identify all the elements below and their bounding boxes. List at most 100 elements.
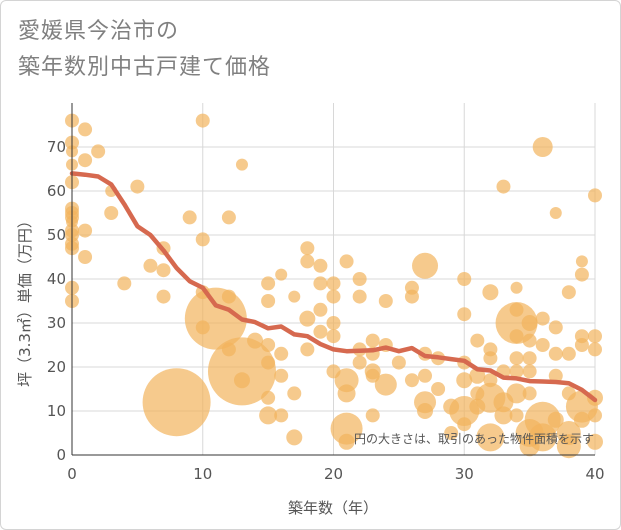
data-point — [535, 338, 550, 352]
data-point — [482, 284, 499, 301]
data-point — [588, 188, 602, 203]
data-point — [261, 390, 276, 405]
data-point — [561, 285, 576, 300]
data-point — [313, 276, 328, 291]
data-point — [510, 281, 523, 294]
data-point — [261, 294, 276, 308]
data-point — [235, 158, 248, 171]
data-point — [575, 255, 588, 268]
data-point — [326, 289, 341, 304]
data-point — [391, 355, 406, 370]
y-axis-label: 坪（3.3㎡）単価（万円） — [16, 213, 34, 387]
data-point — [556, 434, 581, 459]
data-point — [494, 406, 513, 425]
chart-title-line-1: 愛媛県今治市の — [18, 19, 180, 44]
data-point — [588, 342, 602, 357]
y-tick-label: 60 — [47, 182, 66, 200]
data-point — [287, 386, 302, 401]
data-point — [365, 333, 380, 348]
data-point — [233, 372, 250, 389]
data-point — [326, 316, 341, 330]
data-point — [374, 373, 397, 396]
data-point — [142, 368, 211, 437]
trend-line-group — [69, 171, 598, 403]
y-tick-label: 10 — [47, 402, 66, 420]
data-point — [587, 433, 603, 450]
data-point — [495, 302, 538, 344]
data-point — [431, 382, 446, 396]
data-point — [259, 406, 278, 425]
data-point — [156, 263, 171, 278]
data-point — [573, 411, 590, 428]
data-point — [457, 272, 472, 286]
data-point — [365, 408, 380, 423]
data-point — [78, 223, 93, 238]
data-point — [588, 408, 602, 423]
data-point — [195, 232, 210, 247]
y-tick-label: 20 — [47, 358, 66, 376]
data-point — [561, 346, 576, 361]
data-point — [418, 368, 433, 383]
data-point — [522, 364, 537, 379]
data-point — [457, 307, 472, 322]
data-point — [522, 333, 537, 348]
data-point — [509, 364, 524, 379]
data-point — [412, 252, 439, 279]
data-point — [522, 386, 537, 401]
data-point — [221, 210, 236, 225]
y-tick-label: 50 — [47, 226, 66, 244]
data-point — [274, 368, 289, 383]
data-point — [338, 433, 355, 450]
data-point — [313, 324, 328, 339]
data-point — [483, 351, 498, 366]
data-point — [404, 289, 419, 304]
data-point — [313, 302, 328, 317]
data-point — [549, 207, 562, 219]
x-tick-label: 30 — [455, 465, 474, 483]
data-point — [352, 355, 367, 370]
chart-title: 愛媛県今治市の 築年数別中古戸建て価格 — [18, 14, 271, 86]
data-point — [548, 368, 563, 383]
data-point — [288, 290, 301, 303]
data-point — [330, 412, 363, 445]
data-point — [182, 210, 197, 225]
data-point — [275, 268, 288, 281]
data-point — [326, 276, 341, 291]
data-point — [156, 289, 171, 304]
data-point — [476, 423, 505, 452]
data-point — [456, 372, 473, 389]
data-point — [352, 289, 367, 304]
data-point — [286, 429, 303, 446]
data-point — [207, 337, 276, 406]
data-point — [337, 384, 356, 403]
data-point — [274, 346, 289, 361]
data-point — [78, 250, 93, 264]
data-point — [261, 276, 276, 291]
data-point — [247, 332, 264, 349]
data-point — [496, 179, 511, 194]
data-point — [91, 144, 106, 159]
data-point — [547, 411, 564, 428]
data-point — [506, 383, 527, 404]
data-point — [574, 267, 589, 282]
x-tick-label: 40 — [585, 465, 604, 483]
y-tick-label: 0 — [56, 446, 66, 464]
data-point — [261, 338, 276, 352]
data-point — [78, 153, 93, 168]
data-point — [417, 403, 434, 419]
y-tick-label: 30 — [47, 314, 66, 332]
x-tick-label: 20 — [324, 465, 343, 483]
data-point — [509, 351, 524, 366]
data-point — [521, 315, 538, 331]
data-point — [522, 351, 537, 366]
data-point — [274, 408, 289, 423]
data-point — [548, 320, 563, 335]
data-point — [130, 179, 145, 194]
data-point — [548, 346, 563, 361]
data-point — [117, 276, 132, 291]
bubble-series — [65, 113, 603, 459]
data-point — [509, 329, 524, 344]
data-point — [339, 254, 354, 269]
data-point — [528, 423, 557, 452]
